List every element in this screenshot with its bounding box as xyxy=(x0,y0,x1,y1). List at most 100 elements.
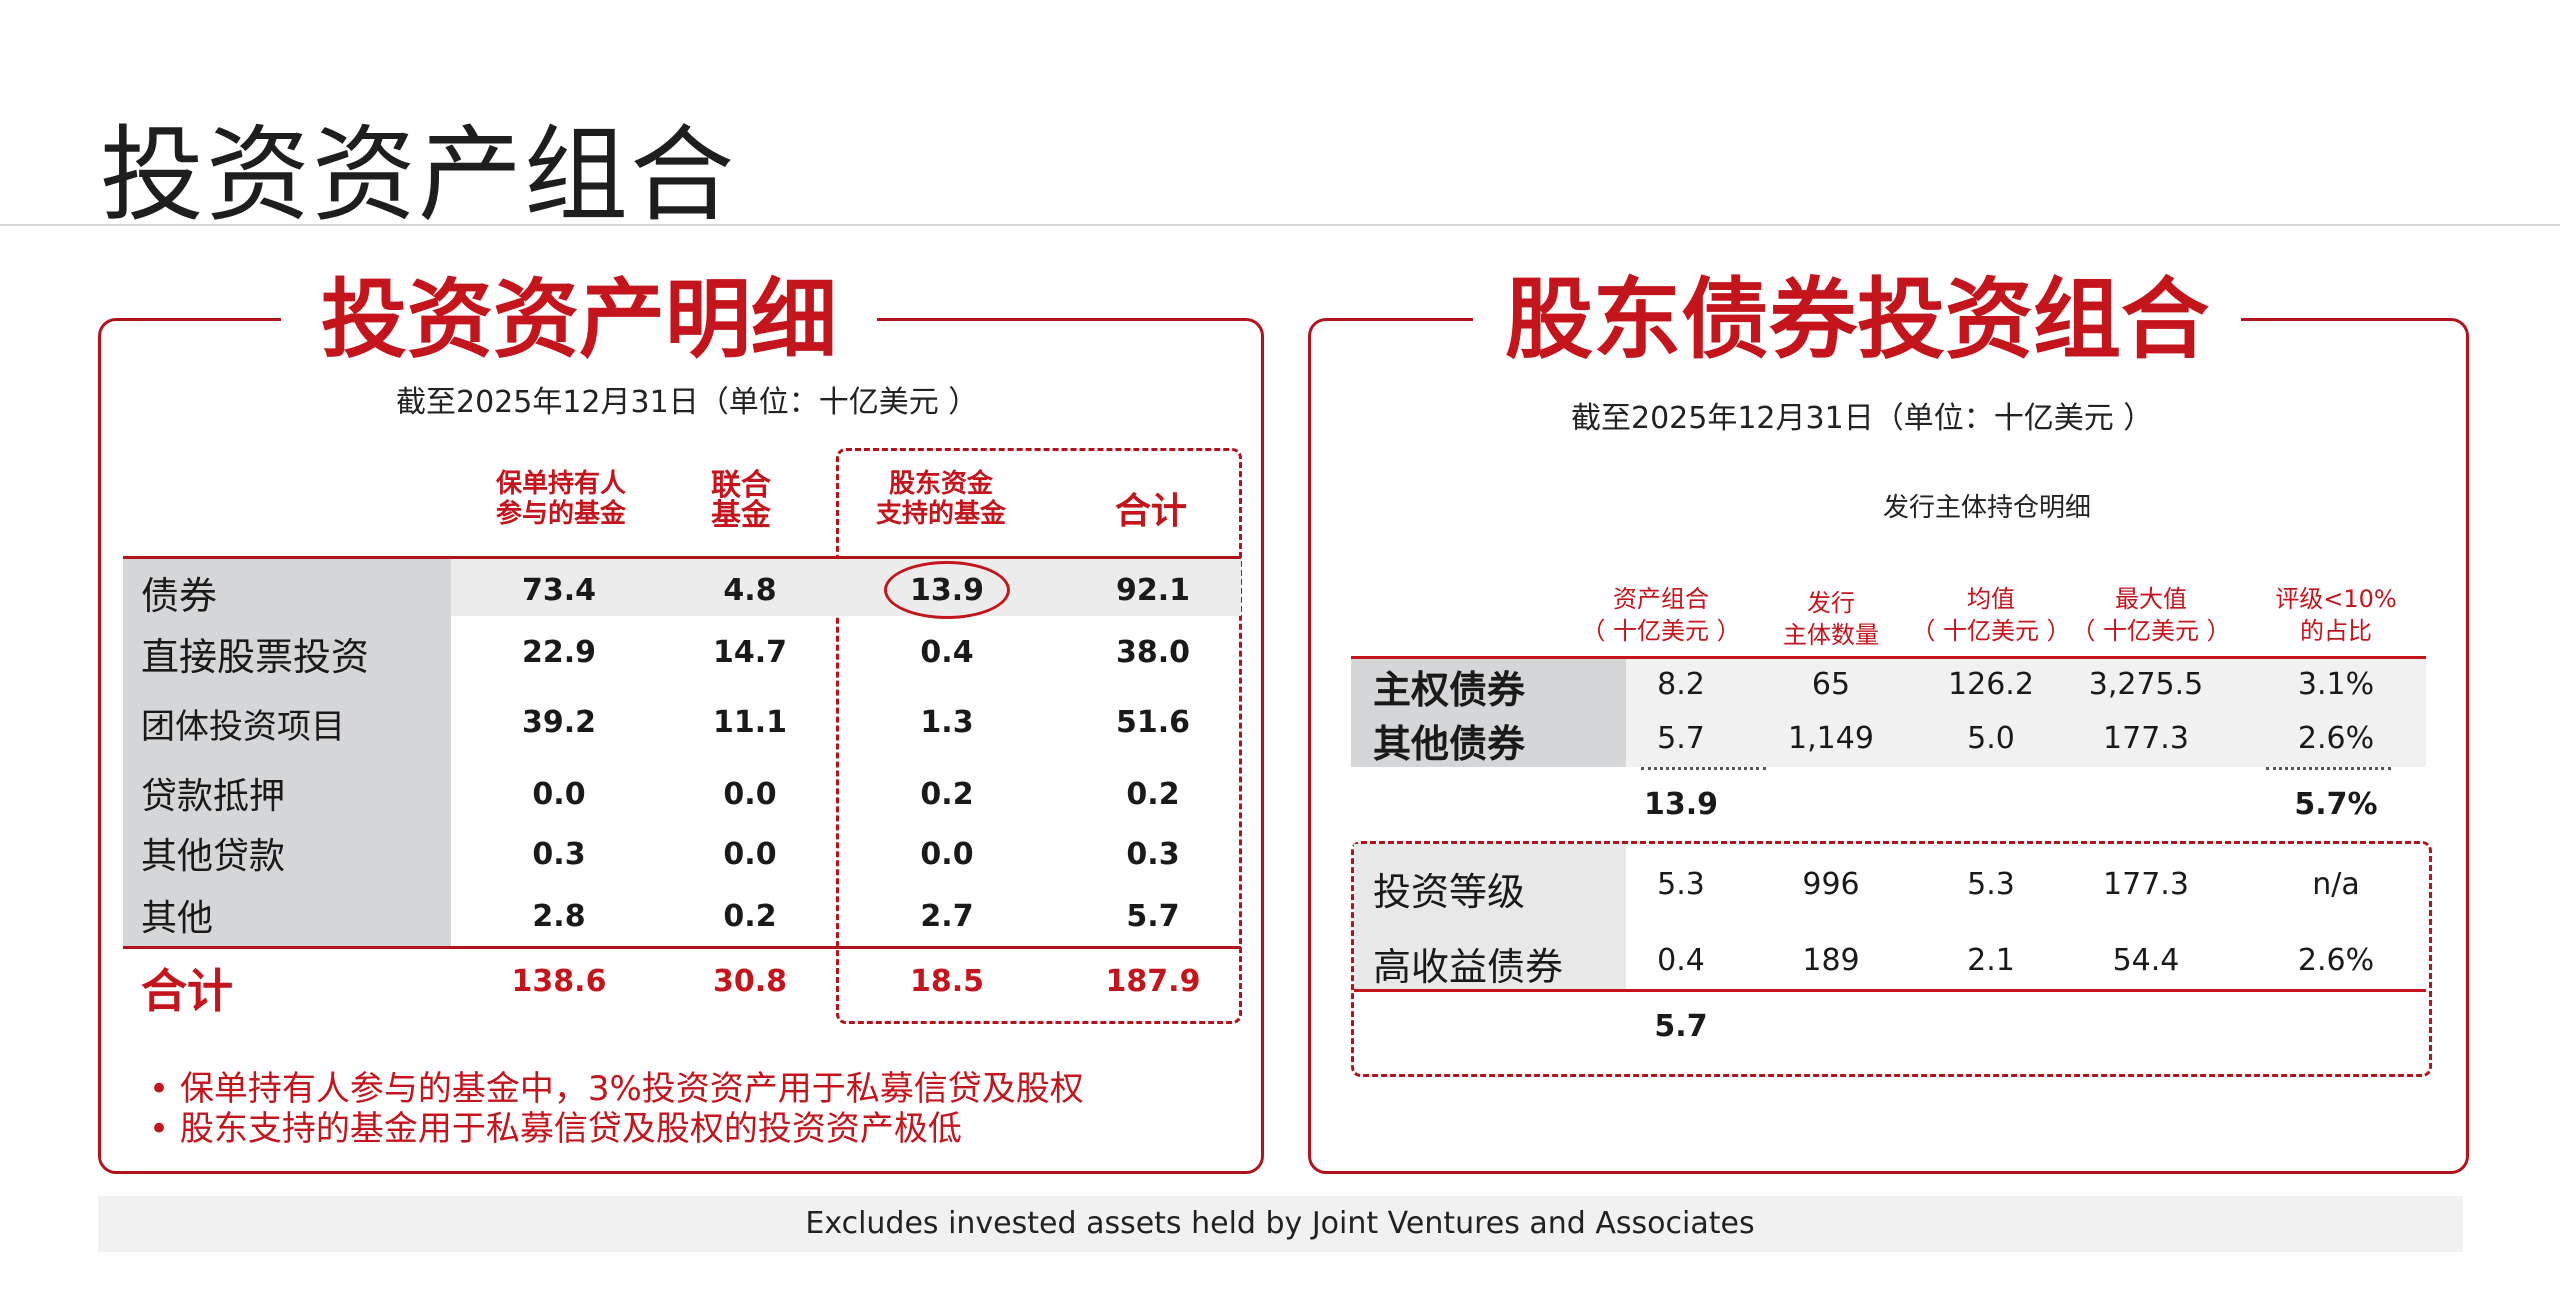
cell: 0.3 xyxy=(1126,837,1180,872)
header-line: 均值 xyxy=(1967,585,2015,613)
cell: 2.6% xyxy=(2297,721,2375,756)
cell: 126.2 xyxy=(1948,667,2034,702)
cell: 39.2 xyxy=(521,705,597,740)
header-total: 合计 xyxy=(1114,491,1187,532)
title-divider xyxy=(0,224,2560,226)
highlight-circle xyxy=(884,561,1010,619)
cell: 65 xyxy=(1811,667,1851,702)
row-label-background xyxy=(1354,844,1626,989)
right-panel-title: 股东债券投资组合 xyxy=(1473,249,2242,376)
cell: 0.0 xyxy=(723,837,777,872)
cell: 4.8 xyxy=(723,573,777,608)
header-joint-funds: 联合 基金 xyxy=(681,471,801,531)
grade-breakdown-highlight xyxy=(1351,841,2432,1077)
row-label-investment-grade: 投资等级 xyxy=(1373,870,1526,914)
header-line: 股东资金 xyxy=(888,469,993,499)
cell: 2.8 xyxy=(532,899,586,934)
header-issuer-count: 发行 主体数量 xyxy=(1766,587,1896,651)
sum-dotted-line xyxy=(1641,767,1766,770)
header-shareholder-funds: 股东资金 支持的基金 xyxy=(861,469,1021,529)
cell-total: 138.6 xyxy=(511,964,607,999)
cell: 0.0 xyxy=(723,777,777,812)
header-line: 联合 xyxy=(711,468,771,503)
header-rating-share: 评级<10% 的占比 xyxy=(2256,583,2416,647)
cell: 0.0 xyxy=(532,777,586,812)
cell: 2.1 xyxy=(1967,943,2015,978)
right-asof-note: 截至2025年12月31日（单位：十亿美元 ） xyxy=(1571,401,2154,436)
header-average: 均值 （ 十亿美元 ） xyxy=(1906,583,2076,647)
cell: 73.4 xyxy=(521,573,597,608)
row-label-mortgage-loans: 贷款抵押 xyxy=(141,776,286,817)
header-line: 发行 xyxy=(1807,589,1855,617)
header-line: 最大值 xyxy=(2115,585,2187,613)
footnote: Excludes invested assets held by Joint V… xyxy=(805,1206,1755,1241)
cell: 8.2 xyxy=(1657,667,1705,702)
table-total-rule xyxy=(123,946,1241,949)
cell: 0.3 xyxy=(532,837,586,872)
cell: 5.0 xyxy=(1967,721,2015,756)
header-line: （ 十亿美元 ） xyxy=(2071,617,2231,645)
row-label-bonds: 债券 xyxy=(141,574,218,618)
shareholder-columns-highlight xyxy=(836,448,1242,1024)
cell: 14.7 xyxy=(712,635,788,670)
cell: 996 xyxy=(1802,867,1860,902)
cell: 51.6 xyxy=(1115,705,1191,740)
subtotal-portfolio: 13.9 xyxy=(1643,787,1719,822)
first-row-band xyxy=(451,559,1241,616)
cell: 0.2 xyxy=(723,899,777,934)
cell: 0.4 xyxy=(1657,943,1705,978)
cell: 5.3 xyxy=(1657,867,1705,902)
cell: 177.3 xyxy=(2103,867,2189,902)
cell: 2.7 xyxy=(920,899,974,934)
cell: 189 xyxy=(1802,943,1860,978)
header-policyholder-funds: 保单持有人 参与的基金 xyxy=(471,469,651,529)
cell-total: 18.5 xyxy=(909,964,985,999)
cell: 54.4 xyxy=(2112,943,2180,978)
grade-total-rule xyxy=(1354,989,2426,992)
right-table-top-rule xyxy=(1351,656,2426,659)
header-line: 的占比 xyxy=(2300,617,2372,645)
cell-total: 187.9 xyxy=(1105,964,1201,999)
cell: 22.9 xyxy=(521,635,597,670)
header-maximum: 最大值 （ 十亿美元 ） xyxy=(2061,583,2241,647)
left-panel-title: 投资资产明细 xyxy=(281,249,877,374)
bullet-note: • 保单持有人参与的基金中，3%投资资产用于私募信贷及股权 xyxy=(149,1069,1084,1109)
issuer-breakdown-subtitle: 发行主体持仓明细 xyxy=(1883,493,2092,523)
header-line: 资产组合 xyxy=(1613,585,1709,613)
cell: 1,149 xyxy=(1788,721,1874,756)
cell: 5.7 xyxy=(1657,721,1705,756)
header-line: 主体数量 xyxy=(1783,621,1879,649)
row-label-high-yield: 高收益债券 xyxy=(1373,945,1564,989)
row-label-background xyxy=(123,559,451,946)
cell: 0.4 xyxy=(920,635,974,670)
row-label-other: 其他 xyxy=(141,898,214,939)
row-label-sovereign-bonds: 主权债券 xyxy=(1373,668,1526,712)
cell-total: 30.8 xyxy=(712,964,788,999)
row-label-background xyxy=(1351,659,1626,767)
header-line: 评级<10% xyxy=(2275,585,2397,613)
investment-assets-panel: 投资资产明细 截至2025年12月31日（单位：十亿美元 ） 保单持有人 参与的… xyxy=(98,249,1264,1174)
bullet-note: • 股东支持的基金用于私募信贷及股权的投资资产极低 xyxy=(149,1109,962,1149)
footnote-bar xyxy=(98,1196,2463,1252)
cell: 1.3 xyxy=(920,705,974,740)
cell: n/a xyxy=(2312,867,2360,902)
row-label-other-bonds: 其他债券 xyxy=(1373,722,1526,766)
cell: 3.1% xyxy=(2297,667,2375,702)
cell: 3,275.5 xyxy=(2088,667,2204,702)
header-line: 参与的基金 xyxy=(495,499,626,529)
row-label-total: 合计 xyxy=(141,964,233,1018)
table-top-rule xyxy=(123,556,1241,559)
cell: 0.0 xyxy=(920,837,974,872)
header-line: （ 十亿美元 ） xyxy=(1581,617,1741,645)
cell: 5.3 xyxy=(1967,867,2015,902)
header-portfolio: 资产组合 （ 十亿美元 ） xyxy=(1576,583,1746,647)
header-line: 支持的基金 xyxy=(875,499,1006,529)
row-label-direct-equity: 直接股票投资 xyxy=(141,635,370,679)
cell: 11.1 xyxy=(712,705,788,740)
sum-dotted-line xyxy=(2266,767,2391,770)
cell: 177.3 xyxy=(2103,721,2189,756)
header-line: 保单持有人 xyxy=(495,469,626,499)
row-label-other-loans: 其他贷款 xyxy=(141,836,286,877)
subtotal-grade-portfolio: 5.7 xyxy=(1654,1009,1708,1044)
subtotal-rating-share: 5.7% xyxy=(2294,787,2378,822)
